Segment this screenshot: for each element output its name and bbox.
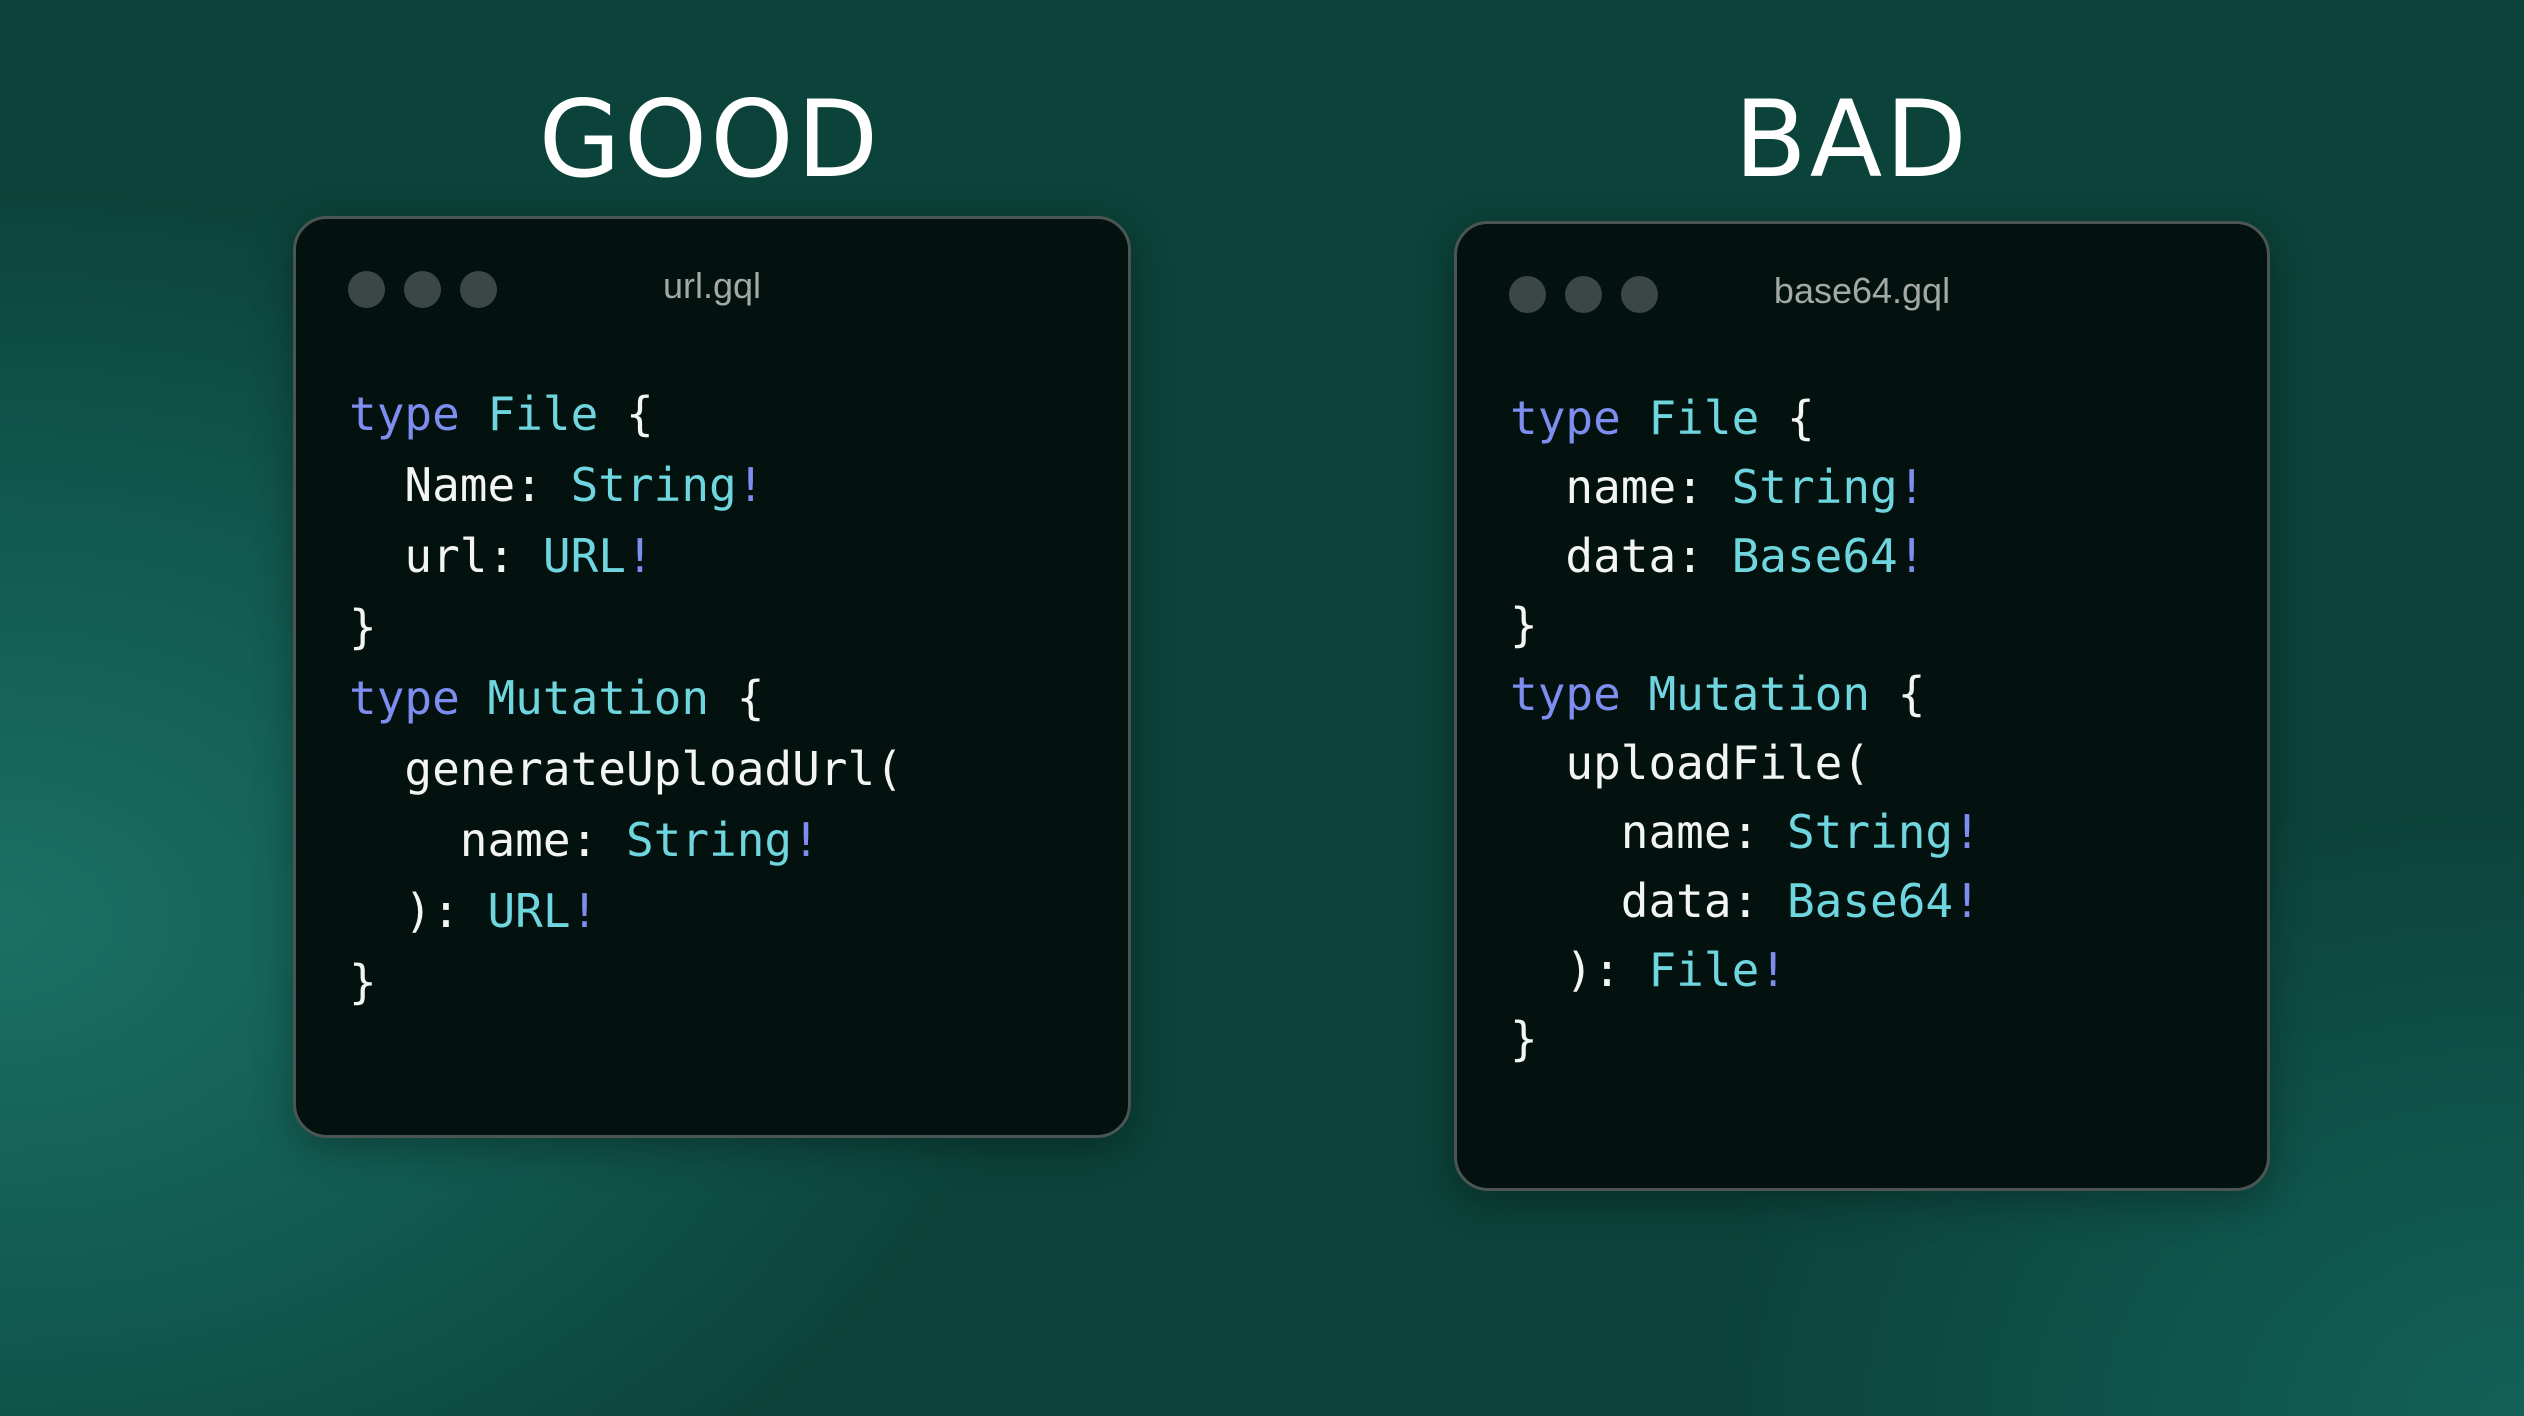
maximize-dot-icon[interactable]	[1621, 276, 1658, 313]
code-token: name:	[1510, 805, 1787, 859]
code-token: Mutation	[487, 671, 710, 725]
code-token: uploadFile(	[1510, 736, 1871, 790]
code-token: Name:	[349, 458, 571, 512]
bad-code-window: base64.gql type File { name: String! dat…	[1454, 221, 2270, 1191]
good-heading: GOOD	[538, 78, 882, 201]
code-line: url: URL!	[349, 521, 903, 592]
code-line: }	[1510, 591, 1981, 660]
code-line: }	[1510, 1005, 1981, 1074]
code-line: data: Base64!	[1510, 522, 1981, 591]
code-token: Mutation	[1648, 667, 1871, 721]
code-token	[460, 671, 488, 725]
code-token: data:	[1510, 529, 1732, 583]
code-token: }	[349, 955, 377, 1009]
close-dot-icon[interactable]	[1509, 276, 1546, 313]
code-token: !	[1953, 805, 1981, 859]
code-line: name: String!	[1510, 453, 1981, 522]
code-token: }	[1510, 598, 1538, 652]
code-line: ): File!	[1510, 936, 1981, 1005]
code-token: }	[1510, 1012, 1538, 1066]
code-token: String	[1731, 460, 1898, 514]
code-token: !	[1897, 529, 1926, 583]
code-token: {	[1870, 667, 1926, 721]
code-token: type	[349, 671, 460, 725]
window-controls	[348, 271, 497, 308]
code-token: Base64	[1786, 874, 1954, 928]
code-token: Base64	[1731, 529, 1898, 583]
code-token	[460, 387, 488, 441]
code-line: name: String!	[349, 805, 903, 876]
code-line: }	[349, 592, 903, 663]
code-line: type Mutation {	[349, 663, 903, 734]
filename: url.gql	[662, 265, 762, 306]
filename: base64.gql	[1773, 270, 1951, 311]
code-token: File	[1648, 943, 1760, 997]
code-token: ):	[349, 884, 488, 938]
code-token: String	[570, 458, 737, 512]
maximize-dot-icon[interactable]	[460, 271, 497, 308]
code-line: name: String!	[1510, 798, 1981, 867]
code-token: URL	[487, 884, 571, 938]
code-token: type	[349, 387, 460, 441]
code-token: !	[736, 458, 765, 512]
code-line: Name: String!	[349, 450, 903, 521]
code-token: {	[598, 387, 654, 441]
minimize-dot-icon[interactable]	[1565, 276, 1602, 313]
code-token: !	[1897, 460, 1926, 514]
code-token: {	[709, 671, 765, 725]
code-line: generateUploadUrl(	[349, 734, 903, 805]
code-token	[1621, 391, 1649, 445]
code-token: }	[349, 600, 377, 654]
code-line: data: Base64!	[1510, 867, 1981, 936]
bad-heading: BAD	[1734, 78, 1970, 201]
code-token: generateUploadUrl(	[349, 742, 903, 796]
close-dot-icon[interactable]	[348, 271, 385, 308]
code-token: name:	[349, 813, 626, 867]
code-token: !	[570, 884, 599, 938]
code-token: File	[487, 387, 599, 441]
code-token: String	[625, 813, 793, 867]
code-line: uploadFile(	[1510, 729, 1981, 798]
code-line: type Mutation {	[1510, 660, 1981, 729]
code-token: File	[1648, 391, 1760, 445]
code-token: !	[1759, 943, 1787, 997]
code-line: ): URL!	[349, 876, 903, 947]
code-token: type	[1510, 391, 1621, 445]
code-token: !	[625, 529, 654, 583]
code-token	[1621, 667, 1649, 721]
code-token: !	[1953, 874, 1981, 928]
good-code-window: url.gql type File { Name: String! url: U…	[293, 216, 1131, 1138]
code-token: !	[792, 813, 820, 867]
code-token: data:	[1510, 874, 1787, 928]
code-token: type	[1510, 667, 1621, 721]
code-line: type File {	[1510, 384, 1981, 453]
code-token: name:	[1510, 460, 1732, 514]
code-token: url:	[349, 529, 543, 583]
minimize-dot-icon[interactable]	[404, 271, 441, 308]
window-controls	[1509, 276, 1658, 313]
code-line: }	[349, 947, 903, 1018]
code-token: URL	[542, 529, 626, 583]
code-line: type File {	[349, 379, 903, 450]
code-token: String	[1786, 805, 1954, 859]
code-block: type File { Name: String! url: URL!} type…	[349, 379, 903, 1018]
code-token: ):	[1510, 943, 1649, 997]
code-token: {	[1759, 391, 1815, 445]
code-block: type File { name: String! data: Base64!}…	[1510, 384, 1981, 1074]
